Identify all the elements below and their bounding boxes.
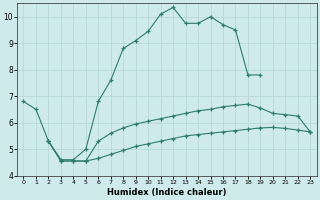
X-axis label: Humidex (Indice chaleur): Humidex (Indice chaleur) (107, 188, 227, 197)
